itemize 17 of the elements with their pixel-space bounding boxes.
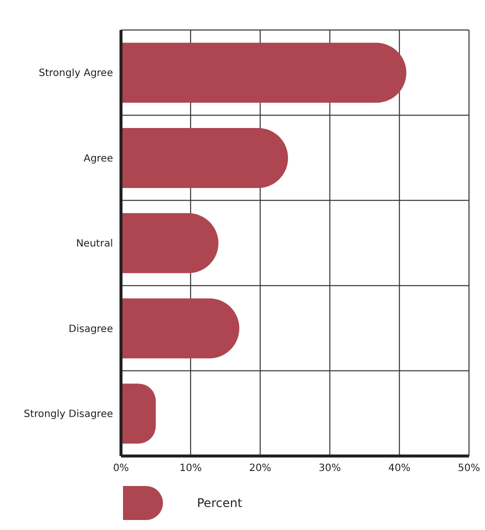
x-tick-label: 40%: [388, 463, 411, 474]
x-tick-label: 10%: [179, 463, 202, 474]
bar: [121, 213, 218, 274]
bar: [121, 128, 288, 188]
y-tick-label: Disagree: [68, 324, 113, 335]
x-tick-label: 50%: [458, 463, 480, 474]
y-tick-label: Agree: [84, 153, 113, 164]
text: Percent: [197, 496, 242, 510]
bar: [121, 298, 240, 358]
x-tick-label: 0%: [113, 463, 129, 474]
x-tick-label: 20%: [249, 463, 272, 474]
bar: [121, 42, 406, 103]
x-tick-label: 30%: [318, 463, 341, 474]
y-tick-label: Strongly Disagree: [24, 408, 113, 420]
bar: [121, 384, 156, 444]
y-tick-label: Neutral: [76, 238, 113, 250]
y-tick-label: Strongly Agree: [38, 68, 113, 80]
